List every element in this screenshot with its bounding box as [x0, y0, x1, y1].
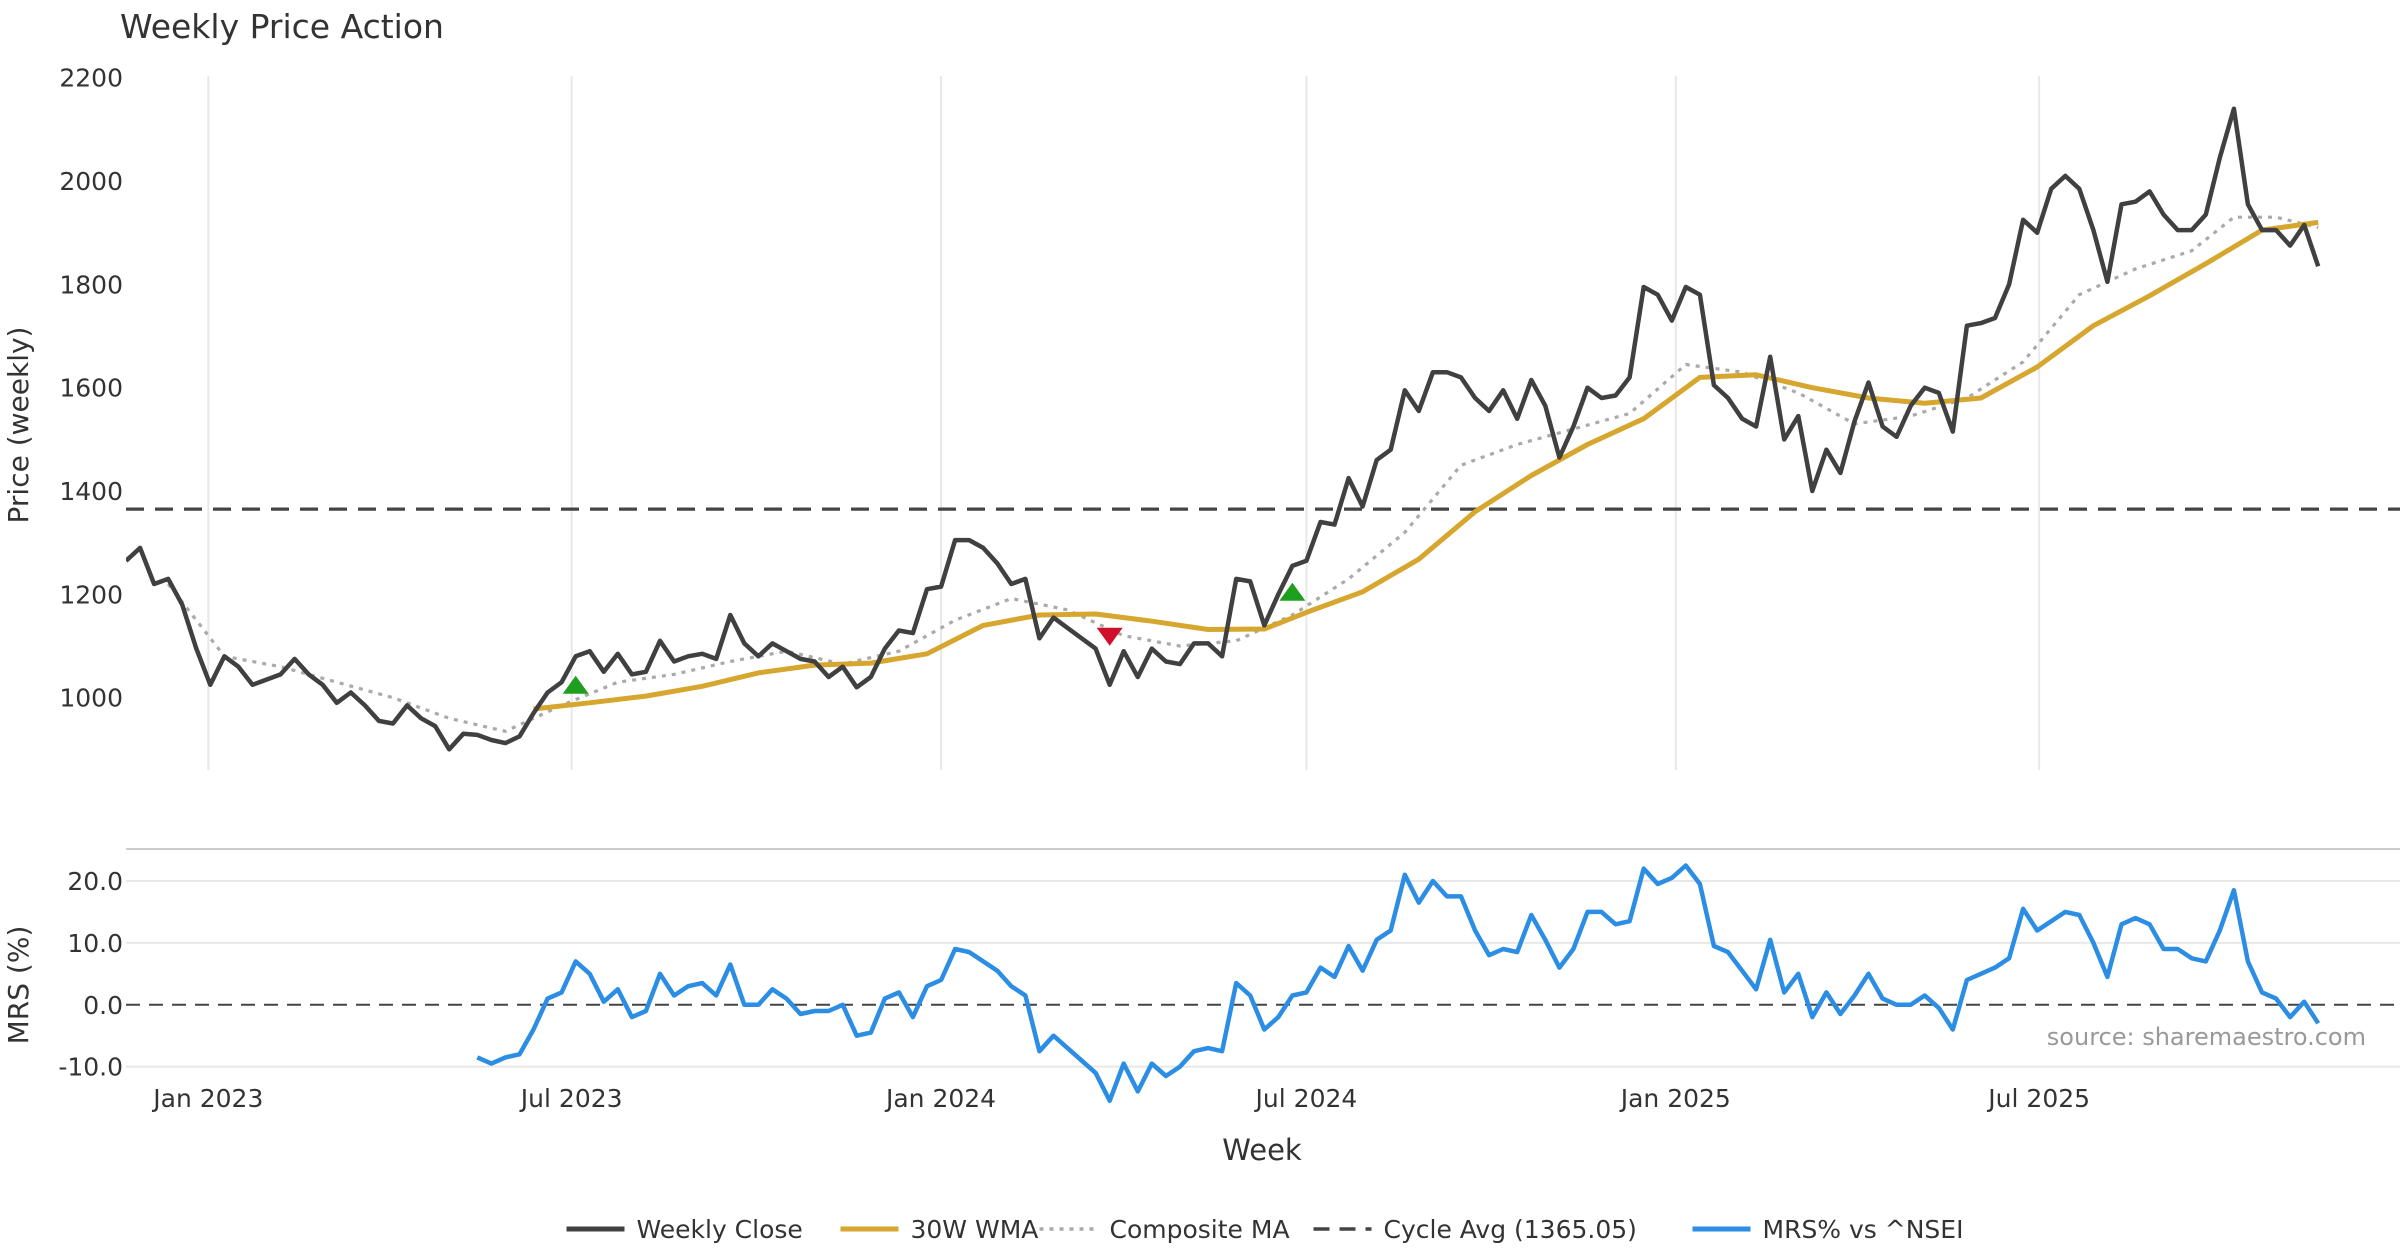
price-panel: 1000 1200 1400 1600 1800 2000 2200 Price (week… [2, 64, 2400, 770]
price-y-tick-label: 1200 [59, 580, 123, 609]
signal-markers [562, 582, 1306, 694]
price-y-tick-label: 2200 [59, 64, 123, 93]
legend-label: MRS% vs ^NSEI [1763, 1215, 1964, 1244]
x-tick-label: Jan 2025 [1619, 1084, 1731, 1113]
mrs-horizontal-grid [126, 879, 2400, 1068]
mrs-y-tick-label: 20.0 [67, 867, 123, 896]
source-note: source: sharemaestro.com [2047, 1023, 2366, 1051]
x-axis-ticks: Jan 2023 Jul 2023 Jan 2024 Jul 2024 Jan 2025… [151, 1084, 2090, 1113]
x-tick-label: Jul 2024 [1254, 1084, 1358, 1113]
price-y-ticks: 1000 1200 1400 1600 1800 2000 2200 [59, 64, 123, 713]
x-tick-label: Jan 2024 [884, 1084, 996, 1113]
mrs-panel: -10.0 0.0 10.0 20.0 MRS (%) source: sharema… [2, 848, 2400, 1167]
price-vertical-grid [207, 76, 2041, 770]
x-tick-label: Jul 2025 [1986, 1084, 2090, 1113]
buy-signal-marker [562, 675, 589, 694]
mrs-y-tick-label: 10.0 [67, 929, 123, 958]
price-y-tick-label: 1800 [59, 270, 123, 299]
price-y-tick-label: 1400 [59, 477, 123, 506]
chart-title: Weekly Price Action [120, 7, 444, 46]
sell-signal-marker [1096, 627, 1123, 646]
mrs-line [476, 863, 2321, 1103]
legend-label: Cycle Avg (1365.05) [1384, 1215, 1637, 1244]
legend-label: Composite MA [1110, 1215, 1290, 1244]
weekly-close-line [126, 106, 2321, 752]
x-axis-label: Week [1222, 1133, 1302, 1167]
price-y-tick-label: 2000 [59, 167, 123, 196]
x-tick-label: Jan 2023 [151, 1084, 263, 1113]
mrs-y-tick-label: 0.0 [83, 991, 123, 1020]
mrs-y-tick-label: -10.0 [58, 1053, 123, 1082]
composite-ma-line [166, 215, 2319, 733]
legend: Weekly Close 30W WMA Composite MA Cycle Avg… [566, 1215, 1964, 1244]
x-tick-label: Jul 2023 [519, 1084, 623, 1113]
mrs-y-axis-label: MRS (%) [2, 926, 35, 1045]
legend-label: Weekly Close [637, 1215, 803, 1244]
mrs-y-ticks: -10.0 0.0 10.0 20.0 [58, 867, 123, 1082]
buy-signal-marker [1279, 582, 1306, 601]
price-y-tick-label: 1600 [59, 374, 123, 403]
price-y-axis-label: Price (weekly) [2, 327, 35, 524]
price-y-tick-label: 1000 [59, 684, 123, 713]
legend-label: 30W WMA [911, 1215, 1039, 1244]
wma-30w-line [533, 219, 2319, 712]
